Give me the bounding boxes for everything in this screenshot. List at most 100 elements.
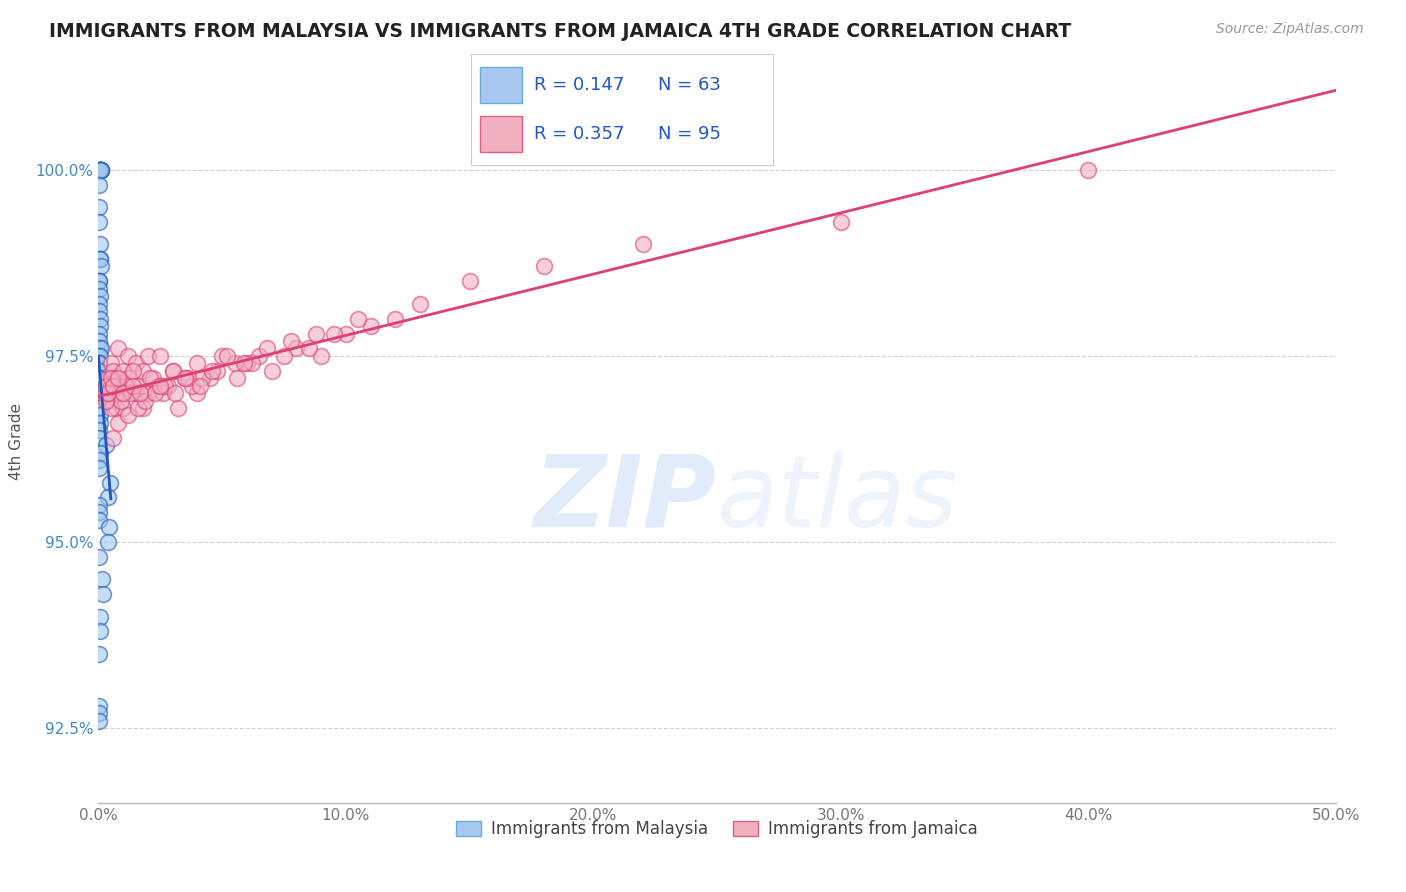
Point (89, 423, 111, 437)
Point (87, 706, 110, 721)
Y-axis label: 4th Grade: 4th Grade (10, 403, 24, 480)
Point (162, 364, 184, 378)
Point (89, 431, 111, 445)
Point (146, 378, 169, 392)
Point (143, 386, 166, 401)
Point (89, 453, 111, 467)
Point (122, 364, 145, 378)
Point (89, 289, 111, 303)
Point (87, 513, 110, 527)
Point (104, 371, 127, 385)
Point (174, 371, 197, 385)
Point (89, 409, 111, 423)
Point (1077, 162, 1099, 177)
Point (305, 326, 328, 341)
Point (87, 371, 110, 385)
Text: Source: ZipAtlas.com: Source: ZipAtlas.com (1216, 22, 1364, 37)
Point (91, 587, 114, 601)
Point (89, 297, 111, 311)
Point (124, 386, 146, 401)
Point (191, 371, 214, 385)
Point (87, 200, 110, 214)
Point (94, 393, 117, 408)
Point (205, 364, 228, 378)
Point (188, 378, 211, 392)
Point (97, 371, 120, 385)
Point (181, 378, 204, 392)
Point (87, 178, 110, 192)
Point (240, 356, 263, 370)
Point (89, 252, 111, 266)
Point (285, 342, 308, 356)
Point (224, 356, 246, 370)
Point (87, 356, 110, 370)
Text: R = 0.147: R = 0.147 (534, 76, 624, 94)
Point (114, 378, 136, 392)
Point (103, 431, 125, 445)
Point (89, 274, 111, 288)
Point (211, 349, 233, 363)
Point (136, 349, 159, 363)
Point (104, 386, 127, 401)
Point (89, 274, 111, 288)
Point (155, 378, 177, 392)
Point (89, 624, 111, 639)
Point (120, 386, 142, 401)
Point (260, 364, 283, 378)
Point (117, 349, 139, 363)
Point (89, 162, 111, 177)
Point (132, 364, 155, 378)
Point (89, 549, 111, 564)
Point (89, 215, 111, 229)
Point (533, 260, 555, 274)
Point (186, 356, 208, 370)
Point (89, 349, 111, 363)
Point (117, 409, 139, 423)
Point (90, 342, 112, 356)
Point (89, 304, 111, 318)
Point (165, 386, 187, 401)
Point (97, 520, 120, 534)
Point (107, 371, 129, 385)
Point (89, 311, 111, 326)
Point (94, 386, 117, 401)
Point (103, 378, 125, 392)
Point (236, 356, 259, 370)
Point (247, 349, 270, 363)
Point (103, 393, 125, 408)
Point (124, 356, 146, 370)
Point (347, 311, 370, 326)
Point (458, 274, 481, 288)
Point (112, 364, 135, 378)
Point (89, 319, 111, 334)
Point (89, 714, 111, 728)
Point (97, 386, 120, 401)
Text: R = 0.357: R = 0.357 (534, 125, 626, 143)
Point (89, 237, 111, 252)
Point (89, 342, 111, 356)
Point (110, 386, 132, 401)
Point (226, 371, 249, 385)
Point (87, 460, 110, 475)
Point (149, 378, 172, 392)
Point (89, 162, 111, 177)
Point (90, 162, 112, 177)
Text: ZIP: ZIP (534, 450, 717, 548)
Legend: Immigrants from Malaysia, Immigrants from Jamaica: Immigrants from Malaysia, Immigrants fro… (450, 814, 984, 845)
Point (89, 498, 111, 512)
Point (89, 252, 111, 266)
Point (112, 401, 135, 415)
Point (96, 438, 118, 452)
Point (89, 356, 111, 370)
Point (322, 326, 344, 341)
Point (100, 386, 122, 401)
Text: IMMIGRANTS FROM MALAYSIA VS IMMIGRANTS FROM JAMAICA 4TH GRADE CORRELATION CHART: IMMIGRANTS FROM MALAYSIA VS IMMIGRANTS F… (49, 22, 1071, 41)
Point (298, 342, 321, 356)
Point (149, 349, 172, 363)
Point (256, 342, 278, 356)
Point (127, 378, 149, 392)
Point (107, 342, 129, 356)
Point (100, 401, 122, 415)
Point (90, 260, 112, 274)
Point (186, 386, 208, 401)
